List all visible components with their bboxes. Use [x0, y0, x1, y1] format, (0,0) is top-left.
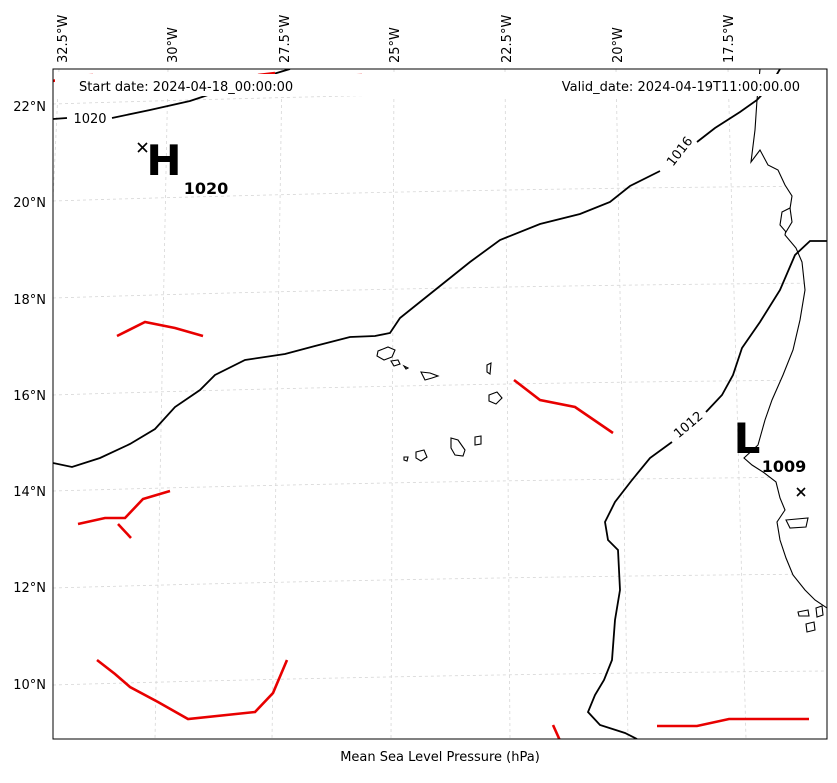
low-pressure-center: L 1009 [734, 414, 807, 497]
lon-label-32-5w: 32.5°W [56, 15, 71, 63]
map-area: 1020 1016 1012 H 1020 [53, 69, 827, 739]
isobar-label-1020: 1020 [73, 112, 106, 127]
lat-label-14n: 14°N [13, 485, 46, 500]
x-mark-icon [137, 142, 148, 153]
high-pressure-center: H 1020 [137, 136, 229, 198]
lat-label-22n: 22°N [13, 100, 46, 115]
map-caption: Mean Sea Level Pressure (hPa) [340, 750, 540, 765]
front-line [551, 724, 561, 739]
front-line [77, 489, 171, 526]
isobar-1016 [53, 69, 781, 468]
isobar-label-1012: 1012 [671, 409, 706, 442]
isobar-1012 [586, 240, 827, 739]
map-frame [52, 68, 828, 740]
lat-label-10n: 10°N [13, 678, 46, 693]
valid-date: Valid_date: 2024-04-19T11:00:00.00 [562, 80, 800, 95]
front-line [513, 378, 614, 435]
lon-label-17-5w: 17.5°W [722, 15, 737, 63]
lon-label-20w: 20°W [611, 27, 626, 63]
cape-verde-islands [376, 346, 503, 462]
lat-label-18n: 18°N [13, 293, 46, 308]
lat-label-16n: 16°N [13, 389, 46, 404]
latitude-tick-labels: 22°N 20°N 18°N 16°N 14°N 12°N 10°N [13, 100, 46, 693]
longitude-tick-labels: 32.5°W 30°W 27.5°W 25°W 22.5°W 20°W 17.5… [56, 15, 737, 63]
front-line [117, 523, 132, 539]
isobar-label-1016: 1016 [664, 134, 696, 169]
x-mark-icon [796, 487, 806, 497]
lat-label-12n: 12°N [13, 581, 46, 596]
start-date: Start date: 2024-04-18_00:00:00 [79, 80, 293, 95]
front-line [96, 658, 289, 721]
lon-label-22-5w: 22.5°W [500, 15, 515, 63]
lon-label-27-5w: 27.5°W [278, 15, 293, 63]
front-line [657, 717, 809, 728]
lat-label-20n: 20°N [13, 196, 46, 211]
lon-label-25w: 25°W [388, 27, 403, 63]
lon-label-30w: 30°W [166, 27, 181, 63]
header-strip [55, 74, 825, 96]
frontal-lines [53, 71, 809, 739]
low-value: 1009 [762, 457, 807, 476]
graticule [53, 69, 827, 739]
low-letter: L [734, 414, 761, 463]
africa-coastline [743, 69, 827, 633]
front-line [116, 320, 204, 338]
high-value: 1020 [184, 179, 229, 198]
high-letter: H [146, 136, 181, 185]
